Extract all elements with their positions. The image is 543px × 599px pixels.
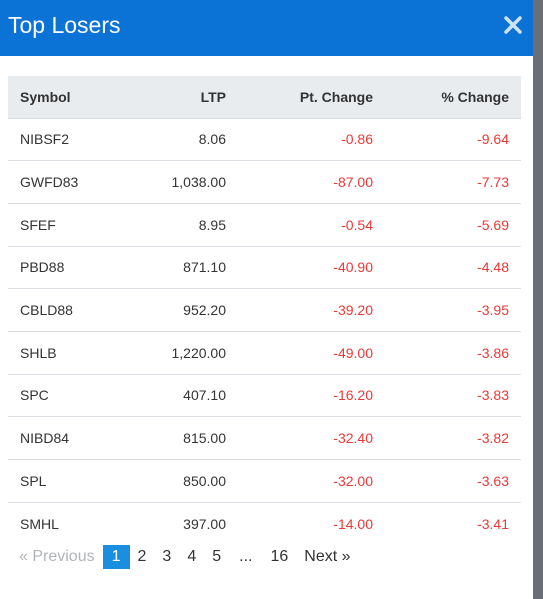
table-row[interactable]: PBD88 871.10 -40.90 -4.48 [8,246,521,289]
table-header-row: Symbol LTP Pt. Change % Change [8,76,521,118]
table-row[interactable]: SFEF 8.95 -0.54 -5.69 [8,203,521,246]
cell-symbol: SMHL [20,515,59,532]
cell-symbol: SPL [20,472,47,489]
table-row[interactable]: SHLB 1,220.00 -49.00 -3.86 [8,331,521,374]
cell-symbol: SHLB [20,344,57,361]
cell-pct-change: -3.41 [477,515,509,532]
cell-pt-change: -39.20 [333,302,373,319]
table-row[interactable]: GWFD83 1,038.00 -87.00 -7.73 [8,160,521,204]
cell-symbol: SFEF [20,216,56,233]
cell-pt-change: -49.00 [333,344,373,361]
cell-ltp: 815.00 [183,430,226,447]
losers-table: Symbol LTP Pt. Change % Change NIBSF2 8.0… [8,76,521,545]
modal-title: Top Losers [8,12,121,38]
page-3-button[interactable]: 3 [162,548,172,565]
table-row[interactable]: NIBD84 815.00 -32.40 -3.82 [8,416,521,460]
header-symbol[interactable]: Symbol [20,88,71,105]
cell-symbol: PBD88 [20,259,65,276]
cell-ltp: 8.06 [198,131,226,148]
page-5-button[interactable]: 5 [212,548,222,565]
table-row[interactable]: SPL 850.00 -32.00 -3.63 [8,459,521,503]
cell-symbol: CBLD88 [20,302,73,319]
page-16-button[interactable]: 16 [270,548,289,565]
pagination: « Previous 1 2 3 4 5 ... 16 Next » [11,545,359,569]
cell-pct-change: -3.63 [477,472,509,489]
cell-pt-change: -40.90 [333,259,373,276]
cell-pt-change: -32.40 [333,430,373,447]
cell-ltp: 1,220.00 [171,344,227,361]
table-row[interactable]: SMHL 397.00 -14.00 -3.41 [8,502,521,545]
cell-symbol: SPC [20,387,49,404]
next-page-button[interactable]: Next » [304,548,351,565]
close-icon [504,16,522,34]
cell-pt-change: -87.00 [333,174,373,191]
cell-pt-change: -0.54 [341,216,373,233]
cell-symbol: GWFD83 [20,174,79,191]
previous-page-button[interactable]: « Previous [19,548,95,565]
cell-ltp: 1,038.00 [171,174,227,191]
cell-symbol: NIBSF2 [20,131,70,148]
cell-pct-change: -4.48 [477,259,509,276]
page-1-button[interactable]: 1 [102,545,130,569]
header-pct-change[interactable]: % Change [441,88,509,105]
losers-table-container: Symbol LTP Pt. Change % Change NIBSF2 8.0… [8,76,521,545]
header-ltp[interactable]: LTP [200,88,226,105]
cell-pt-change: -14.00 [333,515,373,532]
cell-pt-change: -16.20 [333,387,373,404]
cell-ltp: 407.10 [183,387,226,404]
cell-ltp: 850.00 [183,472,226,489]
cell-ltp: 952.20 [183,302,226,319]
table-row[interactable]: SPC 407.10 -16.20 -3.83 [8,374,521,417]
cell-pct-change: -3.82 [477,430,509,447]
page-4-button[interactable]: 4 [187,548,197,565]
cell-pct-change: -3.83 [477,387,509,404]
cell-pt-change: -0.86 [341,131,373,148]
cell-pct-change: -5.69 [477,216,509,233]
header-pt-change[interactable]: Pt. Change [299,88,373,105]
cell-ltp: 397.00 [183,515,226,532]
pagination-ellipsis: ... [239,548,253,565]
cell-pct-change: -3.86 [477,344,509,361]
table-row[interactable]: CBLD88 952.20 -39.20 -3.95 [8,288,521,332]
cell-pt-change: -32.00 [333,472,373,489]
close-button[interactable] [502,12,524,38]
modal-header: Top Losers [0,0,533,56]
cell-ltp: 871.10 [183,259,226,276]
background-page-strip [533,0,543,599]
cell-pct-change: -3.95 [477,302,509,319]
table-row[interactable]: NIBSF2 8.06 -0.86 -9.64 [8,118,521,161]
cell-pct-change: -9.64 [477,131,509,148]
cell-ltp: 8.95 [198,216,226,233]
page-2-button[interactable]: 2 [137,548,147,565]
cell-pct-change: -7.73 [477,174,509,191]
cell-symbol: NIBD84 [20,430,70,447]
